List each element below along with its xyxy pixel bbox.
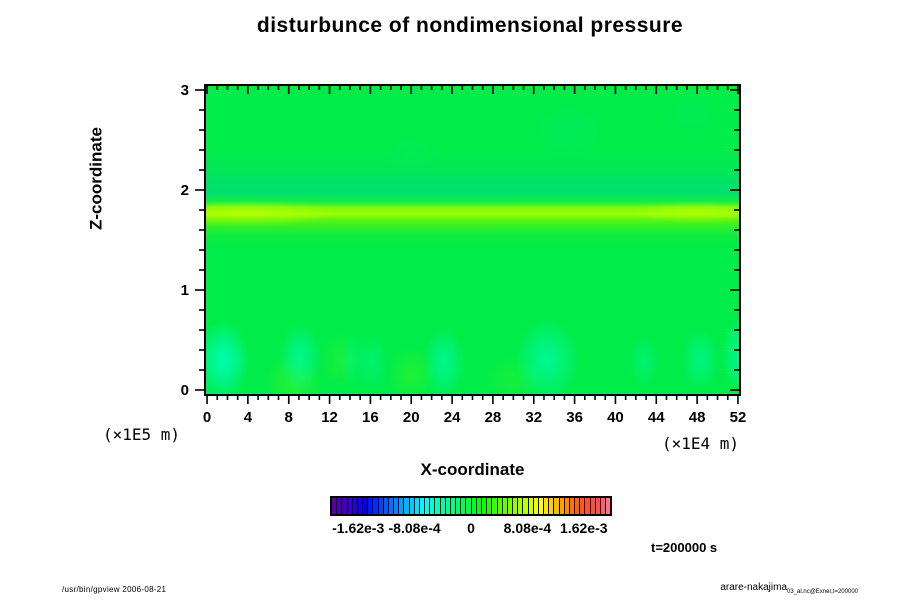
colorbar-tick-labels: -1.62e-3 -8.08e-4 0 8.08e-4 1.62e-3 bbox=[330, 520, 612, 536]
colorbar-segment bbox=[590, 498, 596, 514]
svg-text:24: 24 bbox=[444, 409, 461, 426]
svg-text:0: 0 bbox=[203, 409, 211, 426]
colorbar-tick-label: -1.62e-3 bbox=[332, 520, 385, 536]
x-axis-label: X-coordinate bbox=[420, 460, 525, 479]
svg-text:44: 44 bbox=[648, 409, 665, 426]
svg-text:32: 32 bbox=[525, 409, 542, 426]
colorbar-tick-label: 8.08e-4 bbox=[503, 520, 552, 536]
colorbar-tick-label: -8.08e-4 bbox=[388, 520, 441, 536]
colorbar-segment bbox=[456, 498, 462, 514]
footer-dataset-label: arare-nakajima03_al.nc@Exner,t=200000 bbox=[720, 582, 858, 595]
colorbar-segment bbox=[373, 498, 379, 514]
footer-dataset-detail: 03_al.nc@Exner,t=200000 bbox=[787, 589, 858, 595]
svg-text:52: 52 bbox=[730, 409, 747, 426]
colorbar-segment bbox=[414, 498, 420, 514]
colorbar-segment bbox=[528, 498, 534, 514]
colorbar-segment bbox=[569, 498, 576, 514]
colorbar-gradient bbox=[330, 496, 612, 516]
colorbar-segment bbox=[404, 498, 410, 514]
colorbar-segment bbox=[564, 498, 570, 514]
colorbar-segment bbox=[487, 498, 493, 514]
svg-text:12: 12 bbox=[321, 409, 338, 426]
colorbar-segment bbox=[394, 498, 400, 514]
colorbar-segment bbox=[337, 498, 343, 514]
time-annotation: t=200000 s bbox=[651, 540, 718, 555]
colorbar-segment bbox=[523, 498, 529, 514]
colorbar-segment bbox=[513, 498, 519, 514]
colorbar-segment bbox=[368, 498, 374, 514]
svg-text:36: 36 bbox=[566, 409, 583, 426]
svg-text:1: 1 bbox=[181, 282, 189, 299]
colorbar-segment bbox=[575, 498, 581, 514]
svg-text:3: 3 bbox=[181, 82, 189, 99]
x-axis-scale-label: (×1E4 m) bbox=[662, 434, 740, 453]
colorbar-segment bbox=[549, 498, 555, 514]
colorbar-segment bbox=[538, 498, 545, 514]
colorbar-segment bbox=[461, 498, 467, 514]
colorbar-segment bbox=[435, 498, 441, 514]
colorbar-segment bbox=[450, 498, 457, 514]
colorbar-tick-label: 1.62e-3 bbox=[560, 520, 608, 536]
colorbar-segment bbox=[518, 498, 524, 514]
chart-title: disturbunce of nondimensional pressure bbox=[256, 14, 684, 37]
colorbar-segment bbox=[595, 498, 601, 514]
colorbar-segment bbox=[476, 498, 482, 514]
svg-text:20: 20 bbox=[403, 409, 420, 426]
colorbar-segment bbox=[466, 498, 472, 514]
colorbar-segment bbox=[419, 498, 426, 514]
colorbar-segment bbox=[600, 498, 607, 514]
y-axis-scale-label: (×1E5 m) bbox=[103, 425, 181, 444]
colorbar-segment bbox=[383, 498, 389, 514]
footer-dataset-name: arare-nakajima bbox=[720, 582, 788, 593]
colorbar-segment bbox=[363, 498, 369, 514]
colorbar-segment bbox=[585, 498, 591, 514]
colorbar-tick-label: 0 bbox=[467, 520, 475, 536]
colorbar: -1.62e-3 -8.08e-4 0 8.08e-4 1.62e-3 bbox=[330, 496, 612, 536]
colorbar-segment bbox=[347, 498, 353, 514]
colorbar-segment bbox=[445, 498, 451, 514]
colorbar-segment bbox=[533, 498, 539, 514]
colorbar-segment bbox=[580, 498, 586, 514]
svg-text:28: 28 bbox=[485, 409, 502, 426]
colorbar-segment bbox=[342, 498, 348, 514]
colorbar-segment bbox=[471, 498, 477, 514]
svg-text:40: 40 bbox=[607, 409, 624, 426]
plot-frame bbox=[204, 84, 741, 396]
colorbar-segment bbox=[425, 498, 431, 514]
colorbar-segment bbox=[399, 498, 405, 514]
svg-text:2: 2 bbox=[181, 182, 189, 199]
colorbar-segment bbox=[507, 498, 514, 514]
colorbar-segment bbox=[430, 498, 436, 514]
colorbar-segment bbox=[388, 498, 395, 514]
svg-text:48: 48 bbox=[689, 409, 706, 426]
colorbar-segment bbox=[492, 498, 498, 514]
colorbar-segment bbox=[606, 498, 611, 514]
colorbar-segment bbox=[481, 498, 488, 514]
footer-command-line: /usr/bin/gpview 2006-08-21 bbox=[62, 585, 167, 594]
svg-text:0: 0 bbox=[181, 382, 189, 399]
colorbar-segment bbox=[332, 498, 338, 514]
colorbar-segment bbox=[378, 498, 384, 514]
svg-text:16: 16 bbox=[362, 409, 379, 426]
colorbar-segment bbox=[440, 498, 446, 514]
svg-text:8: 8 bbox=[285, 409, 293, 426]
colorbar-segment bbox=[544, 498, 550, 514]
colorbar-segment bbox=[497, 498, 503, 514]
heatmap-field bbox=[205, 85, 740, 395]
colorbar-segment bbox=[357, 498, 364, 514]
colorbar-segment bbox=[559, 498, 565, 514]
colorbar-segment bbox=[352, 498, 358, 514]
colorbar-segment bbox=[554, 498, 560, 514]
svg-text:4: 4 bbox=[244, 409, 253, 426]
colorbar-segment bbox=[409, 498, 415, 514]
colorbar-segment bbox=[502, 498, 508, 514]
